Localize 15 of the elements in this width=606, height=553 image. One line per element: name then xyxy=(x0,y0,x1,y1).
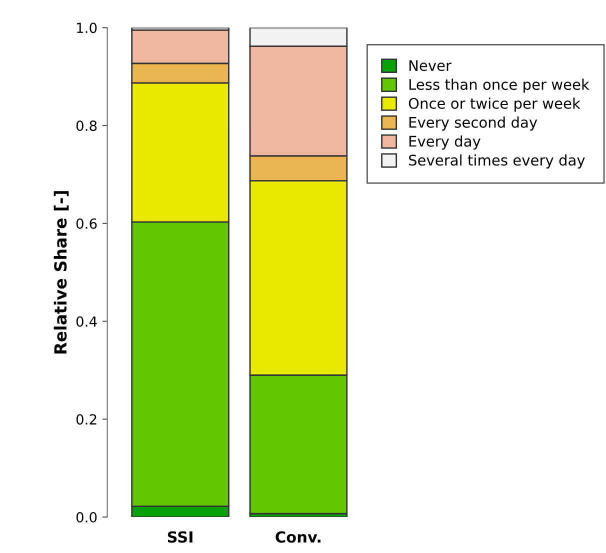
legend-label: Once or twice per week xyxy=(408,98,580,112)
y-tick-label: 0.6 xyxy=(76,218,97,229)
y-tick-label: 0.2 xyxy=(76,414,96,425)
legend-label: Every day xyxy=(409,135,480,150)
x-tick-label: Conv. xyxy=(276,531,320,543)
legend-label: Less than once per week xyxy=(409,78,590,93)
y-tick-label: 0.0 xyxy=(76,512,97,523)
y-tick-label: 0.8 xyxy=(76,120,97,132)
y-axis-title: Relative Share [-] xyxy=(54,191,69,354)
legend-label: Never xyxy=(409,60,452,72)
x-tick-label: SSI xyxy=(168,531,192,543)
y-tick-label: 1.0 xyxy=(77,22,97,34)
legend-label: Several times every day xyxy=(408,154,585,169)
y-tick-label: 0.4 xyxy=(76,316,97,327)
legend-label: Every second day xyxy=(409,116,538,131)
